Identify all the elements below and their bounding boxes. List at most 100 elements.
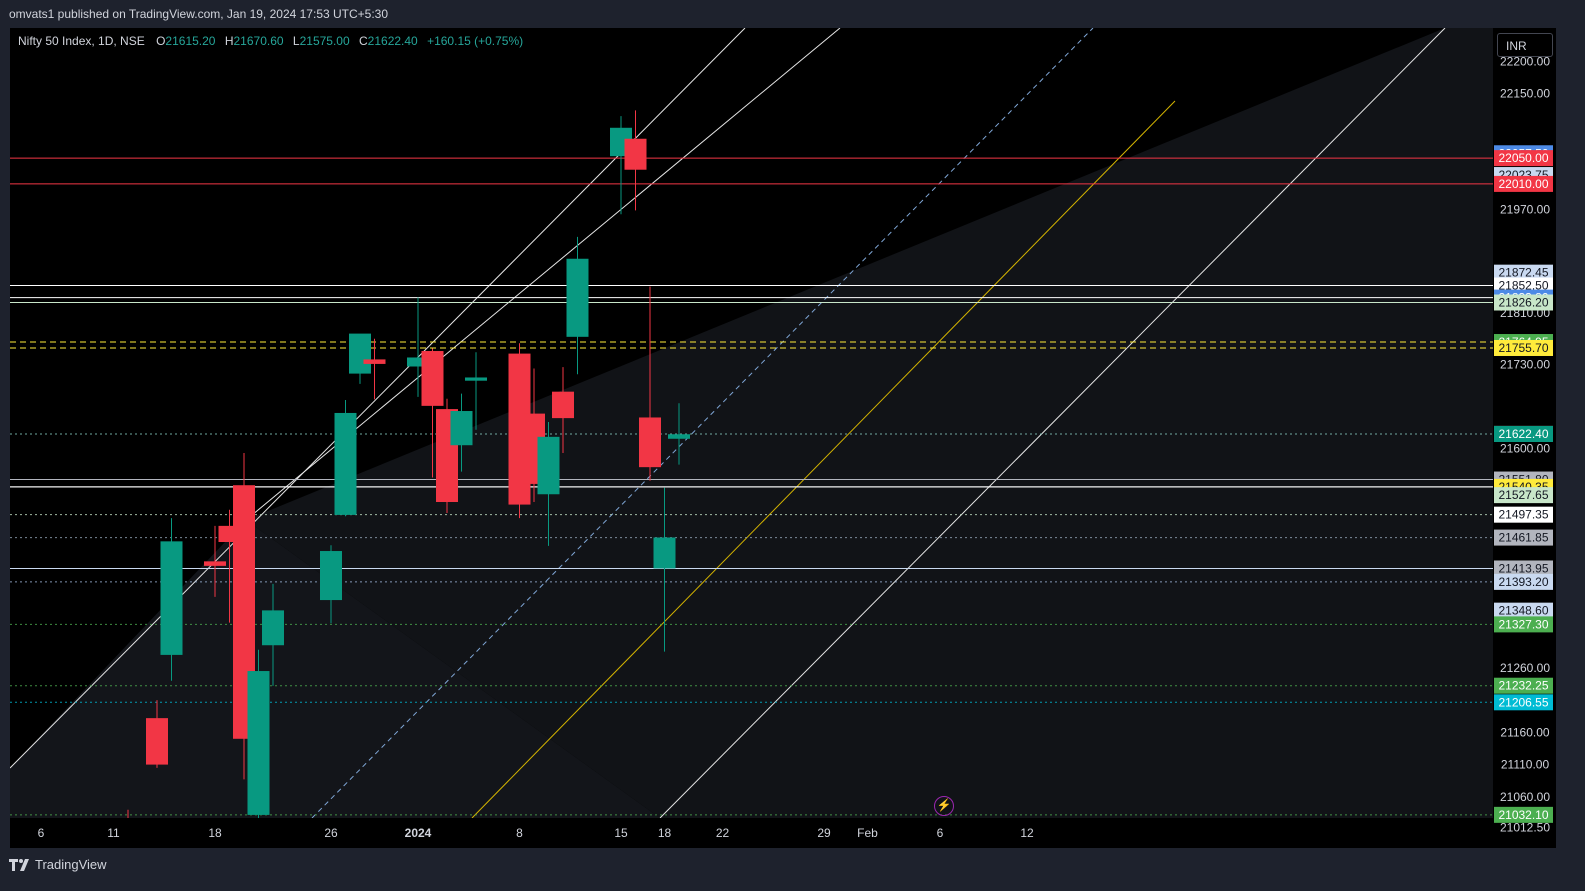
x-tick-label: 18 bbox=[208, 826, 222, 840]
x-tick-label: 8 bbox=[516, 826, 523, 840]
x-axis-ticks: 6 11 18 26 2024 8 15 18 22 29 Feb 6 12 bbox=[38, 826, 1034, 840]
price-label: 21413.95 bbox=[1498, 561, 1548, 575]
price-label: 21348.60 bbox=[1498, 604, 1548, 618]
candle-down bbox=[421, 351, 444, 406]
price-label: 21206.55 bbox=[1498, 695, 1548, 709]
channel-fill bbox=[246, 28, 1493, 818]
x-tick-label: 6 bbox=[38, 826, 45, 840]
x-tick-label: 2024 bbox=[405, 826, 432, 840]
price-label: 21826.20 bbox=[1498, 296, 1548, 310]
x-tick-label: 18 bbox=[658, 826, 672, 840]
y-tick-label: 21160.00 bbox=[1500, 725, 1549, 739]
price-label-box bbox=[1494, 677, 1553, 694]
price-label: 22050.00 bbox=[1498, 151, 1548, 165]
price-label-box bbox=[1494, 425, 1553, 442]
price-label-box bbox=[1494, 560, 1553, 577]
price-label-box bbox=[1494, 806, 1553, 823]
x-tick-label: 26 bbox=[324, 826, 338, 840]
tradingview-logo-icon bbox=[9, 858, 29, 871]
y-tick-label: 21600.00 bbox=[1500, 441, 1550, 455]
horizontal-lines bbox=[10, 157, 1493, 816]
published-info: omvats1 published on TradingView.com, Ja… bbox=[9, 7, 389, 21]
channel-fill bbox=[10, 520, 660, 818]
x-tick-label: 22 bbox=[716, 826, 730, 840]
candle-up bbox=[247, 671, 270, 815]
x-tick-label: 11 bbox=[107, 826, 120, 840]
candle-down bbox=[146, 718, 168, 765]
high-value: 21670.60 bbox=[233, 34, 284, 48]
bottom-bar bbox=[0, 848, 1585, 891]
candle-up bbox=[407, 357, 429, 367]
x-tick-label: Feb bbox=[857, 826, 878, 840]
lightning-icon[interactable]: ⚡ bbox=[934, 796, 954, 816]
price-label: 21852.50 bbox=[1498, 279, 1548, 293]
y-tick-label: 21730.00 bbox=[1500, 358, 1550, 372]
price-label-box bbox=[1494, 602, 1553, 619]
price-label-box bbox=[1494, 506, 1553, 523]
price-label: 21327.30 bbox=[1498, 617, 1548, 631]
y-tick-label: 21110.00 bbox=[1501, 758, 1550, 772]
currency-button[interactable]: INR bbox=[1497, 33, 1553, 57]
price-label-box bbox=[1494, 487, 1553, 504]
ohlc-legend: Nifty 50 Index, 1D, NSE O21615.20 H21670… bbox=[18, 34, 524, 48]
price-label: 21527.65 bbox=[1498, 488, 1548, 502]
price-label: 21755.70 bbox=[1498, 341, 1548, 355]
candle-down bbox=[639, 417, 661, 468]
price-label-box bbox=[1494, 694, 1553, 711]
channel-line bbox=[659, 28, 1446, 818]
trend-line bbox=[471, 100, 1176, 818]
y-tick-label: 21970.00 bbox=[1500, 203, 1550, 217]
open-value: 21615.20 bbox=[165, 34, 216, 48]
price-label-box bbox=[1494, 529, 1553, 546]
y-tick-label: 22150.00 bbox=[1500, 87, 1550, 101]
price-label-box bbox=[1494, 175, 1553, 192]
candles bbox=[127, 110, 690, 818]
x-tick-label: 12 bbox=[1020, 826, 1034, 840]
top-bar: omvats1 published on TradingView.com, Ja… bbox=[0, 0, 1585, 28]
price-label-box bbox=[1494, 294, 1553, 311]
price-labels: 22057.5022050.0022023.7522010.0021872.45… bbox=[1494, 145, 1553, 823]
y-tick-label: 21260.00 bbox=[1500, 661, 1550, 675]
candle-up bbox=[465, 377, 487, 381]
candle-up bbox=[537, 436, 560, 495]
change-value: +160.15 (+0.75%) bbox=[427, 34, 524, 48]
brand-footer[interactable]: TradingView bbox=[9, 857, 107, 872]
price-label: 21622.40 bbox=[1498, 427, 1548, 441]
candle-up bbox=[262, 610, 284, 646]
x-tick-label: 6 bbox=[937, 826, 944, 840]
candle-up bbox=[160, 541, 183, 655]
x-tick-label: 29 bbox=[817, 826, 831, 840]
price-label: 21497.35 bbox=[1498, 508, 1548, 522]
candle-up bbox=[566, 258, 589, 337]
price-label: 21393.20 bbox=[1498, 575, 1548, 589]
low-value: 21575.00 bbox=[299, 34, 350, 48]
price-label: 21232.25 bbox=[1498, 679, 1548, 693]
price-label-box bbox=[1494, 264, 1553, 281]
candle-down bbox=[624, 138, 647, 170]
candle-down bbox=[363, 359, 386, 364]
price-label-box bbox=[1494, 616, 1553, 633]
price-label-box bbox=[1494, 573, 1553, 590]
x-tick-label: 15 bbox=[614, 826, 628, 840]
candle-up bbox=[450, 411, 473, 446]
y-tick-label: 21060.00 bbox=[1500, 790, 1550, 804]
price-label-box bbox=[1494, 277, 1553, 294]
y-tick-label: 21012.50 bbox=[1500, 821, 1550, 835]
time-scale[interactable] bbox=[10, 818, 1556, 848]
price-label: 21872.45 bbox=[1498, 266, 1548, 280]
price-label: 21461.85 bbox=[1498, 531, 1548, 545]
candle-up bbox=[349, 333, 371, 374]
candle-up bbox=[668, 434, 690, 439]
price-label-box bbox=[1494, 339, 1553, 356]
price-label-box bbox=[1494, 150, 1553, 167]
y-tick-label: 22200.00 bbox=[1500, 54, 1550, 68]
candle-down bbox=[552, 391, 574, 419]
price-label: 22010.00 bbox=[1498, 177, 1548, 191]
candle-down bbox=[204, 561, 226, 566]
candle-up bbox=[334, 412, 357, 515]
candle-up bbox=[320, 551, 342, 601]
price-label: 21032.10 bbox=[1498, 808, 1548, 822]
channel-drawings bbox=[10, 28, 1493, 818]
symbol-label[interactable]: Nifty 50 Index, 1D, NSE bbox=[18, 34, 145, 48]
